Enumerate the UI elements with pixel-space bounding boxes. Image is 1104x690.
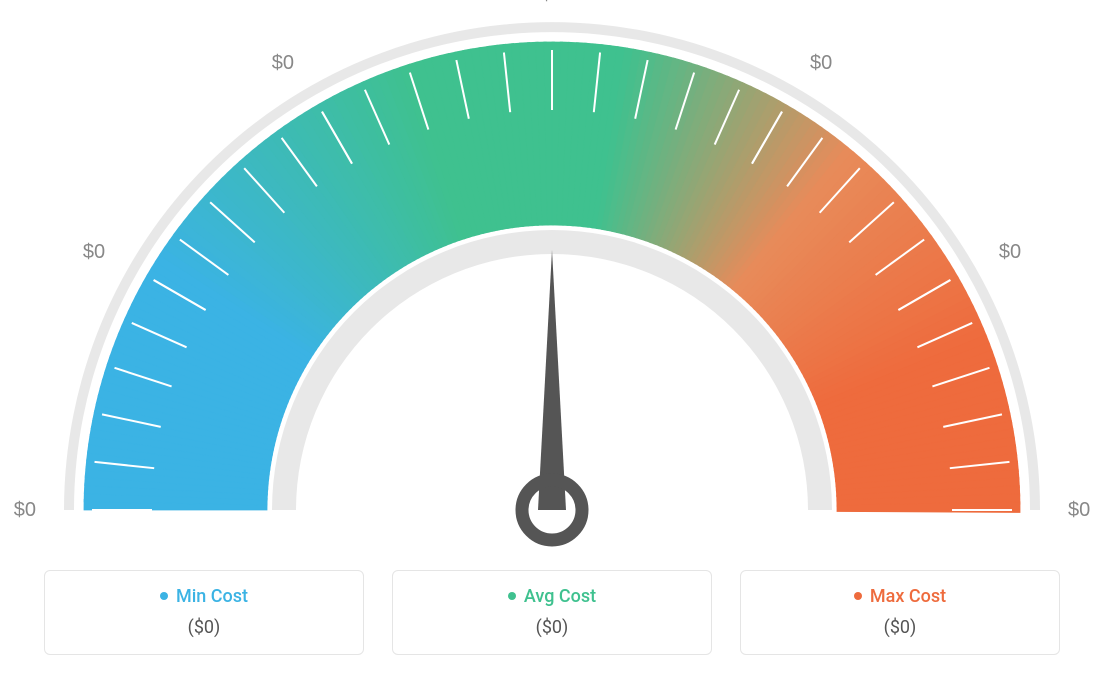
svg-text:$0: $0 — [14, 499, 36, 521]
svg-text:$0: $0 — [541, 0, 563, 5]
gauge-svg: $0 $0 $0 $0 $0 $0 $0 — [0, 0, 1104, 560]
legend-title-max: Max Cost — [854, 586, 946, 607]
legend-label: Max Cost — [870, 586, 946, 607]
svg-text:$0: $0 — [999, 241, 1021, 263]
legend-label: Min Cost — [176, 586, 248, 607]
legend-card-min: Min Cost ($0) — [44, 570, 364, 655]
dot-icon — [508, 592, 516, 600]
dot-icon — [854, 592, 862, 600]
legend-card-avg: Avg Cost ($0) — [392, 570, 712, 655]
legend-row: Min Cost ($0) Avg Cost ($0) Max Cost ($0… — [0, 570, 1104, 655]
gauge-area: $0 $0 $0 $0 $0 $0 $0 — [0, 0, 1104, 560]
svg-text:$0: $0 — [83, 241, 105, 263]
legend-value: ($0) — [45, 617, 363, 638]
legend-value: ($0) — [393, 617, 711, 638]
legend-title-avg: Avg Cost — [508, 586, 596, 607]
legend-label: Avg Cost — [524, 586, 596, 607]
needle — [538, 250, 566, 510]
svg-text:$0: $0 — [272, 52, 294, 74]
dot-icon — [160, 592, 168, 600]
svg-text:$0: $0 — [810, 52, 832, 74]
legend-title-min: Min Cost — [160, 586, 248, 607]
legend-value: ($0) — [741, 617, 1059, 638]
legend-card-max: Max Cost ($0) — [740, 570, 1060, 655]
svg-text:$0: $0 — [1068, 499, 1090, 521]
cost-gauge-chart: { "gauge": { "type": "gauge", "width_px"… — [0, 0, 1104, 690]
